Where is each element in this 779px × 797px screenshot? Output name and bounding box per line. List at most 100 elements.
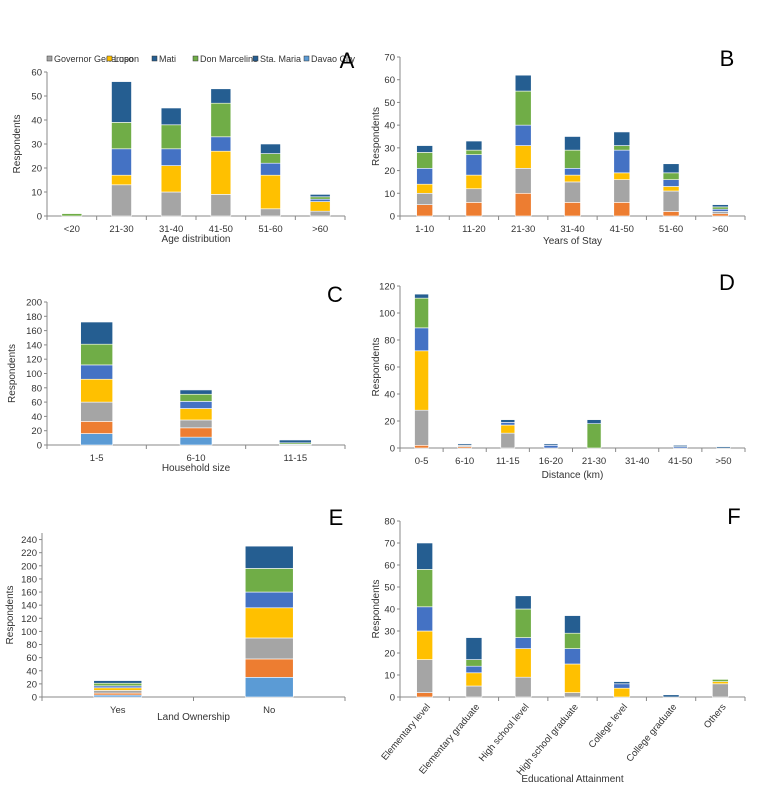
y-tick-label: 10 <box>384 671 395 682</box>
y-axis-label: Respondents <box>371 338 382 397</box>
bar-segment <box>500 432 516 449</box>
bar-segment <box>309 194 331 198</box>
bar-segment <box>712 681 729 685</box>
bar-segment <box>244 545 294 569</box>
y-tick-label: 160 <box>26 326 42 337</box>
x-tick-label: 0-5 <box>415 456 429 467</box>
bar-segment <box>514 145 532 169</box>
bar-segment <box>179 427 213 438</box>
x-axis-label: Age distribution <box>162 234 231 245</box>
y-tick-label: 80 <box>384 517 395 528</box>
x-tick-label: 31-40 <box>625 456 649 467</box>
y-tick-label: 180 <box>21 574 37 585</box>
y-tick-label: 140 <box>26 340 42 351</box>
x-tick-label: 31-40 <box>560 224 584 235</box>
bar-segment <box>179 401 213 409</box>
bar-segment <box>514 74 532 92</box>
x-axis-label: Educational Attainment <box>521 774 624 785</box>
bar-segment <box>416 145 433 153</box>
bar-segment <box>309 201 331 212</box>
y-tick-label: 200 <box>21 561 37 572</box>
y-tick-label: 20 <box>384 166 395 177</box>
bar-segment <box>416 542 433 570</box>
x-tick-label: 41-50 <box>668 456 692 467</box>
bar-segment <box>564 202 581 217</box>
bar-segment <box>93 690 143 694</box>
bar-segment <box>260 143 281 154</box>
bar-segment <box>210 88 232 104</box>
bar-segment <box>416 152 433 169</box>
panel-letter: E <box>329 505 344 530</box>
bar-segment <box>179 393 213 402</box>
bar-segment <box>564 615 581 634</box>
y-tick-label: 200 <box>26 298 42 309</box>
bar-segment <box>465 659 483 667</box>
bar-segment <box>160 124 182 150</box>
y-tick-label: 0 <box>37 441 42 452</box>
bar-segment <box>465 140 483 151</box>
bar-segment <box>210 194 232 217</box>
x-tick-label: >60 <box>312 224 328 235</box>
x-tick-label: 41-50 <box>610 224 634 235</box>
bar-segment <box>244 607 294 639</box>
y-axis-label: Respondents <box>371 580 382 639</box>
bar-segment <box>414 293 429 299</box>
legend-swatch <box>46 55 53 62</box>
y-tick-label: 50 <box>384 98 395 109</box>
bar-segment <box>613 172 631 180</box>
y-tick-label: 60 <box>31 68 42 79</box>
panel-letter: B <box>720 46 735 71</box>
panel-a: 0 10 20 30 40 50 60 <20 21-30 31-40 41-50 51-60 >60 A… <box>12 48 355 245</box>
y-tick-label: 10 <box>384 189 395 200</box>
y-tick-label: 120 <box>26 355 42 366</box>
bar-segment <box>80 401 113 422</box>
y-tick-label: 120 <box>379 282 395 293</box>
bar-segment <box>414 327 429 352</box>
x-tick-label: 21-30 <box>511 224 535 235</box>
bar-segment <box>309 196 331 200</box>
bar-segment <box>465 188 483 203</box>
bar-segment <box>500 422 516 426</box>
panel-c: 0 20 40 60 80 100 120 140 160 180 200 1-5 6-10 11-15 H… <box>7 282 346 474</box>
y-tick-label: 80 <box>384 336 395 347</box>
x-axis-label: Household size <box>162 463 231 474</box>
y-tick-label: 70 <box>384 539 395 550</box>
bar-segment <box>514 124 532 146</box>
y-tick-label: 60 <box>384 363 395 374</box>
bar-segment <box>160 165 182 193</box>
bar-segment <box>414 409 429 446</box>
y-tick-label: 30 <box>31 140 42 151</box>
x-tick-label: High school level <box>477 702 532 764</box>
y-tick-label: 70 <box>384 53 395 64</box>
bar-segment <box>416 659 433 693</box>
x-tick-label: College graduate <box>624 702 679 765</box>
bar-segment <box>712 211 729 215</box>
x-axis-label: Distance (km) <box>542 470 604 481</box>
x-tick-label: 21-30 <box>582 456 606 467</box>
bar-segment <box>662 694 680 698</box>
bar-segment <box>61 213 83 217</box>
y-tick-label: 60 <box>384 561 395 572</box>
bar-segment <box>514 648 532 678</box>
x-axis-label: Land Ownership <box>157 712 230 723</box>
bar-segment <box>564 168 581 176</box>
bar-segment <box>514 192 532 217</box>
panel-letter: C <box>327 282 343 307</box>
bar-segment <box>260 153 281 164</box>
x-tick-label: 51-60 <box>258 224 282 235</box>
x-tick-label: 11-15 <box>284 453 308 464</box>
bar-segment <box>712 204 729 208</box>
bar-segment <box>416 183 433 194</box>
y-tick-label: 20 <box>384 649 395 660</box>
bar-segment <box>210 102 232 138</box>
bar-segment <box>416 606 433 632</box>
bar-segment <box>673 444 688 447</box>
y-tick-label: 60 <box>26 653 37 664</box>
bar-segment <box>244 568 294 593</box>
bar-segment <box>465 672 483 687</box>
y-tick-label: 30 <box>384 143 395 154</box>
bar-segment <box>613 202 631 217</box>
bar-segment <box>465 685 483 698</box>
legend-entry: Governor Generoso <box>54 54 134 64</box>
